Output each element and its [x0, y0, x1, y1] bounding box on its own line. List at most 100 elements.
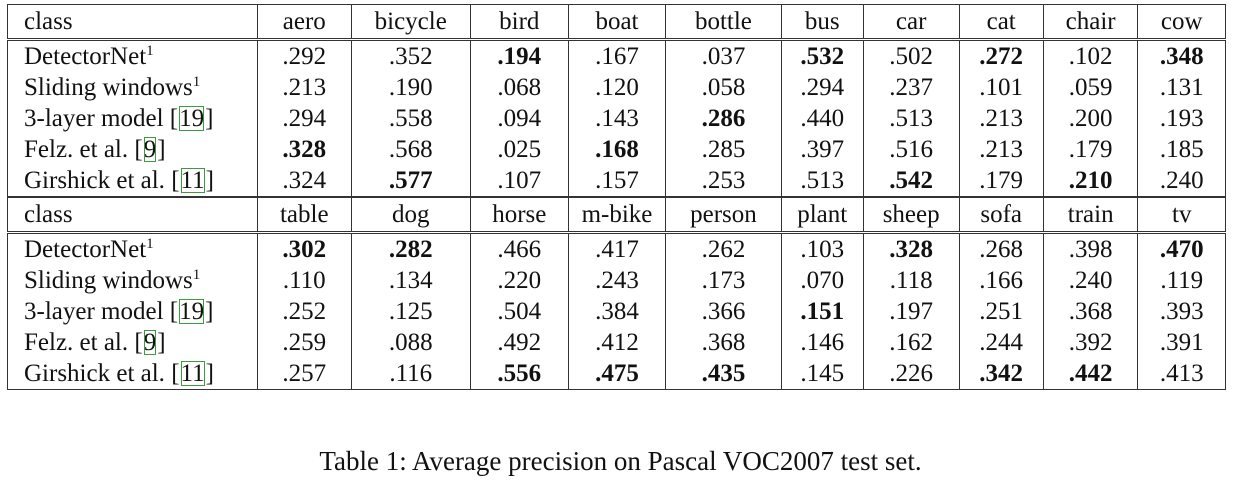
table-row: Girshick et al. [11] .324.577.107.157.253…: [7, 165, 1226, 197]
method-name: DetectorNet1: [7, 39, 258, 72]
ap-value-cell: .328: [862, 232, 960, 265]
ap-value-cell: .366: [665, 296, 782, 327]
citation-link[interactable]: 19: [179, 105, 205, 132]
citation-link[interactable]: 9: [143, 136, 157, 163]
method-name: DetectorNet1: [7, 232, 258, 265]
ap-value-cell: .513: [862, 103, 960, 134]
method-name: Felz. et al. [9]: [7, 327, 258, 358]
method-name: Sliding windows1: [7, 265, 258, 296]
ap-value-cell: .475: [567, 358, 667, 390]
ap-value-cell: .513: [780, 165, 864, 197]
ap-value-cell: .302: [256, 232, 352, 265]
ap-value-cell: .268: [958, 232, 1044, 265]
ap-value-cell: .120: [567, 72, 667, 103]
ap-value-cell: .197: [862, 296, 960, 327]
ap-value-cell: .253: [665, 165, 782, 197]
class-column-header: bird: [469, 4, 569, 41]
class-header: class: [7, 4, 258, 41]
ap-value-cell: .190: [350, 72, 471, 103]
class-column-header: chair: [1042, 4, 1139, 41]
ap-value-cell: .272: [958, 39, 1044, 72]
class-column-header: aero: [256, 4, 352, 41]
ap-value-cell: .352: [350, 39, 471, 72]
method-name: 3-layer model [19]: [7, 103, 258, 134]
method-label: Sliding windows: [24, 267, 193, 294]
ap-value-cell: .058: [665, 72, 782, 103]
ap-value-cell: .391: [1137, 327, 1226, 358]
ap-value-cell: .151: [780, 296, 864, 327]
ap-value-cell: .392: [1042, 327, 1139, 358]
method-name: Girshick et al. [11]: [7, 358, 258, 390]
class-header: class: [7, 197, 258, 234]
ap-value-cell: .143: [567, 103, 667, 134]
ap-table-1: class aero bicycle bird boat bottle bus car cat c…: [7, 4, 1226, 197]
ap-value-cell: .243: [567, 265, 667, 296]
ap-value-cell: .213: [958, 103, 1044, 134]
ap-value-cell: .179: [1042, 134, 1139, 165]
ap-value-cell: .213: [256, 72, 352, 103]
table-row: Sliding windows1.213.190.068.120.058.294…: [7, 72, 1226, 103]
ap-value-cell: .532: [780, 39, 864, 72]
ap-value-cell: .200: [1042, 103, 1139, 134]
ap-value-cell: .252: [256, 296, 352, 327]
ap-value-cell: .167: [567, 39, 667, 72]
ap-value-cell: .220: [469, 265, 569, 296]
ap-value-cell: .145: [780, 358, 864, 390]
class-column-header: sofa: [958, 197, 1044, 234]
table-row: Felz. et al. [9] .259.088.492.412.368.146…: [7, 327, 1226, 358]
method-label: Felz. et al.: [24, 329, 129, 356]
class-column-header: horse: [469, 197, 569, 234]
method-name: Felz. et al. [9]: [7, 134, 258, 165]
ap-value-cell: .119: [1137, 265, 1226, 296]
ap-value-cell: .094: [469, 103, 569, 134]
ap-value-cell: .412: [567, 327, 667, 358]
ap-value-cell: .328: [256, 134, 352, 165]
footnote-marker: 1: [192, 74, 201, 90]
class-column-header: tv: [1137, 197, 1226, 234]
ap-value-cell: .103: [780, 232, 864, 265]
class-column-header: plant: [780, 197, 864, 234]
class-column-header: boat: [567, 4, 667, 41]
method-label: Sliding windows: [24, 74, 193, 101]
class-column-header: car: [862, 4, 960, 41]
ap-value-cell: .577: [350, 165, 471, 197]
ap-value-cell: .348: [1137, 39, 1226, 72]
results-tables: class aero bicycle bird boat bottle bus car cat c…: [7, 4, 1226, 390]
ap-value-cell: .294: [256, 103, 352, 134]
ap-value-cell: .558: [350, 103, 471, 134]
table-row: Sliding windows1.110.134.220.243.173.070…: [7, 265, 1226, 296]
ap-value-cell: .384: [567, 296, 667, 327]
ap-table-2: class table dog horse m-bike person plant sheep…: [7, 197, 1226, 390]
ap-value-cell: .237: [862, 72, 960, 103]
class-column-header: bicycle: [350, 4, 471, 41]
ap-value-cell: .226: [862, 358, 960, 390]
table-row: DetectorNet1.292.352.194.167.037.532.502…: [7, 39, 1226, 72]
ap-value-cell: .440: [780, 103, 864, 134]
ap-value-cell: .324: [256, 165, 352, 197]
citation-link[interactable]: 11: [180, 167, 205, 194]
class-column-header: person: [665, 197, 782, 234]
ap-value-cell: .088: [350, 327, 471, 358]
ap-value-cell: .417: [567, 232, 667, 265]
footnote-marker: 1: [146, 43, 154, 59]
ap-value-cell: .342: [958, 358, 1044, 390]
ap-value-cell: .393: [1137, 296, 1226, 327]
method-label: 3-layer model: [24, 298, 164, 325]
class-column-header: sheep: [862, 197, 960, 234]
citation-link[interactable]: 19: [179, 298, 205, 325]
ap-value-cell: .118: [862, 265, 960, 296]
ap-value-cell: .398: [1042, 232, 1139, 265]
ap-value-cell: .294: [780, 72, 864, 103]
header-row: class table dog horse m-bike person plant sheep…: [7, 197, 1226, 234]
ap-value-cell: .213: [958, 134, 1044, 165]
ap-value-cell: .107: [469, 165, 569, 197]
citation-link[interactable]: 9: [143, 329, 157, 356]
class-column-header: train: [1042, 197, 1139, 234]
citation-link[interactable]: 11: [180, 360, 205, 387]
table-row: Girshick et al. [11] .257.116.556.475.435…: [7, 358, 1226, 390]
ap-value-cell: .286: [665, 103, 782, 134]
method-label: Felz. et al.: [24, 136, 129, 163]
ap-value-cell: .542: [862, 165, 960, 197]
ap-value-cell: .292: [256, 39, 352, 72]
method-label: Girshick et al.: [24, 360, 165, 387]
